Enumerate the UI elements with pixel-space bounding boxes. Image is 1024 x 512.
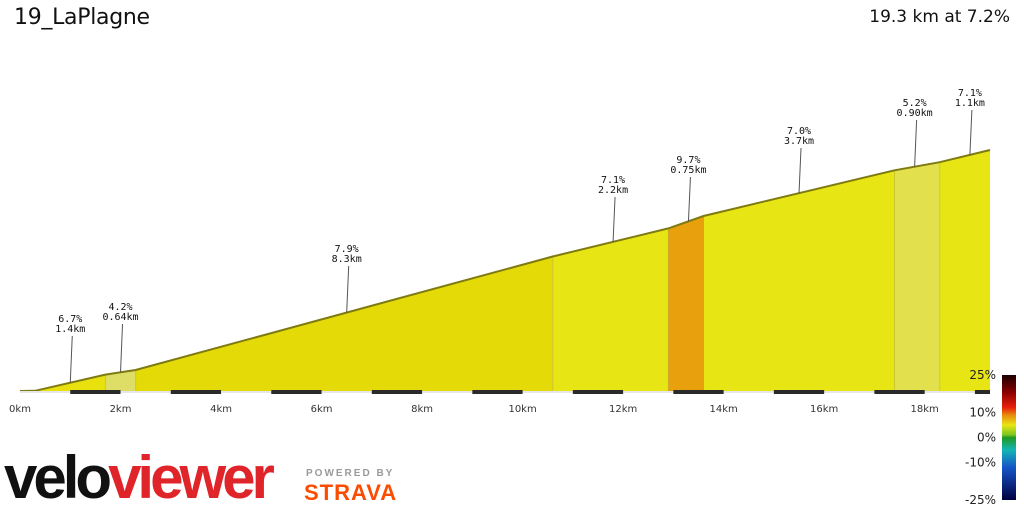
x-tick-label: 6km <box>311 404 333 415</box>
profile-segment <box>668 216 704 391</box>
gradient-scale-labels: 25% 10% 0% -10% -25% <box>965 368 996 507</box>
x-tick-label: 8km <box>411 404 433 415</box>
annotation-grade: 5.2% <box>903 98 927 109</box>
annotation-length: 1.4km <box>55 324 85 335</box>
profile-segment <box>552 228 669 391</box>
annotation-grade: 7.1% <box>601 175 625 186</box>
x-tick-label: 0km <box>9 404 31 415</box>
profile-segment <box>135 256 553 391</box>
strava-logo: STRAVA <box>304 480 398 505</box>
annotation-grade: 9.7% <box>676 155 700 166</box>
profile-segment <box>894 162 940 391</box>
profile-segments <box>20 150 990 391</box>
x-axis-band <box>70 390 121 394</box>
annotation-length: 2.2km <box>598 185 628 196</box>
profile-segment <box>939 150 990 391</box>
segment-dividers <box>34 162 941 391</box>
annotation-grade: 7.1% <box>958 88 982 99</box>
annotation-leader <box>612 196 616 242</box>
x-axis-band <box>472 390 523 394</box>
annotation-leader <box>69 335 73 383</box>
annotation-leader <box>914 119 918 167</box>
annotation-grade: 7.0% <box>787 126 811 137</box>
x-axis-band <box>773 390 825 394</box>
climb-summary: 19.3 km at 7.2% <box>869 7 1010 27</box>
annotation-length: 0.75km <box>670 165 706 176</box>
x-axis-band <box>974 390 990 394</box>
x-tick-label: 12km <box>609 404 637 415</box>
x-axis-band <box>271 390 322 394</box>
x-axis-band <box>572 390 624 394</box>
annotation-grade: 7.9% <box>335 244 359 255</box>
x-axis-band <box>371 390 423 394</box>
annotation-leader <box>687 176 691 222</box>
x-axis-band <box>170 390 222 394</box>
annotation-length: 0.90km <box>897 108 933 119</box>
annotation-leader <box>346 265 350 313</box>
gradient-scale-label: 25% <box>969 368 996 382</box>
logo-viewer-text: viewer <box>108 444 275 511</box>
profile-segment <box>703 170 895 391</box>
x-axis-band <box>673 390 724 394</box>
x-axis-ticks: 0km 2km 4km 6km 8km 10km 12km 14km 16km 18km <box>9 404 939 415</box>
annotation-leader <box>969 109 973 155</box>
annotation-leader <box>798 147 802 194</box>
gradient-scale-bar <box>1002 375 1016 500</box>
gradient-scale-label: 10% <box>969 406 996 420</box>
veloviewer-logo: veloviewer <box>4 448 275 508</box>
annotation-grade: 4.2% <box>108 302 132 313</box>
annotation-grade: 6.7% <box>58 314 82 325</box>
x-tick-label: 2km <box>110 404 132 415</box>
profile-segment <box>105 370 136 391</box>
gradient-scale-label: 0% <box>977 431 996 445</box>
annotation-length: 1.1km <box>955 98 985 109</box>
powered-by-label: POWERED BY <box>306 468 395 479</box>
x-tick-label: 10km <box>508 404 536 415</box>
annotation-length: 3.7km <box>784 136 814 147</box>
annotation-length: 0.64km <box>102 312 138 323</box>
annotation-leader <box>120 323 124 373</box>
x-tick-label: 4km <box>210 404 232 415</box>
x-tick-label: 18km <box>911 404 939 415</box>
x-axis-band <box>874 390 925 394</box>
logo-velo-text: velo <box>4 444 112 511</box>
page-title: 19_LaPlagne <box>14 5 150 30</box>
segment-annotations: 6.7%1.4km4.2%0.64km7.9%8.3km7.1%2.2km9.7… <box>55 88 985 383</box>
x-tick-label: 14km <box>709 404 737 415</box>
gradient-scale-label: -25% <box>965 493 996 507</box>
x-axis-bands <box>70 390 990 394</box>
x-tick-label: 16km <box>810 404 838 415</box>
gradient-scale-label: -10% <box>965 456 996 470</box>
annotation-length: 8.3km <box>332 254 362 265</box>
